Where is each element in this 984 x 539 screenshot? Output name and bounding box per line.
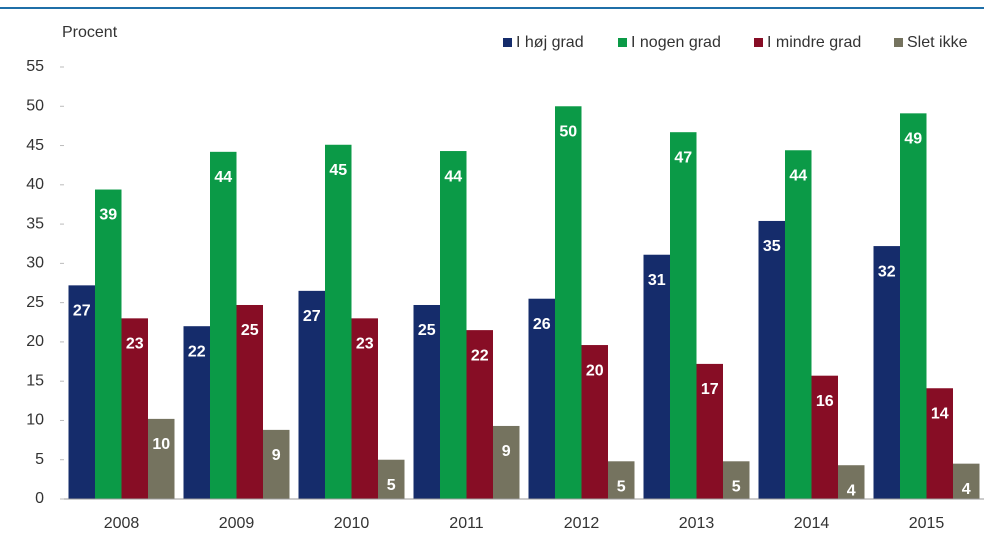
bar (378, 459, 405, 499)
legend-label: I nogen grad (631, 34, 721, 51)
y-axis-label: Procent (62, 24, 118, 41)
y-tick-label: 0 (35, 490, 44, 507)
y-tick-label: 10 (26, 412, 44, 429)
value-label: 47 (674, 149, 692, 166)
value-label: 14 (931, 405, 949, 422)
value-label: 9 (272, 447, 281, 464)
legend-swatch (754, 38, 763, 47)
value-label: 44 (789, 167, 807, 184)
bar (670, 132, 697, 499)
x-tick-label: 2010 (334, 515, 370, 532)
bar (263, 429, 290, 499)
legend-label: Slet ikke (907, 34, 968, 51)
value-label: 10 (152, 436, 170, 453)
bar (555, 106, 582, 499)
y-tick-label: 45 (26, 137, 44, 154)
value-label: 39 (99, 207, 117, 224)
bar (900, 113, 927, 499)
value-label: 9 (502, 443, 511, 460)
value-label: 32 (878, 263, 896, 280)
value-label: 25 (418, 322, 436, 339)
x-tick-label: 2014 (794, 515, 830, 532)
value-label: 22 (471, 347, 489, 364)
y-tick-label: 55 (26, 58, 44, 75)
y-tick-label: 30 (26, 255, 44, 272)
value-label: 49 (904, 131, 922, 148)
bar (528, 298, 555, 499)
bar (183, 326, 210, 499)
legend-swatch (618, 38, 627, 47)
value-label: 23 (356, 336, 374, 353)
value-label: 44 (214, 169, 232, 186)
value-label: 22 (188, 343, 206, 360)
bar (643, 254, 670, 499)
value-label: 20 (586, 362, 604, 379)
value-label: 16 (816, 393, 834, 410)
bar (785, 150, 812, 499)
y-tick-label: 50 (26, 97, 44, 114)
legend-label: I høj grad (516, 34, 584, 51)
bar (440, 151, 467, 499)
value-label: 5 (617, 479, 626, 496)
bar (696, 363, 723, 499)
bar (581, 345, 608, 499)
bar (838, 465, 865, 499)
value-label: 17 (701, 381, 719, 398)
bar (926, 388, 953, 499)
bar (723, 461, 750, 499)
bar (811, 375, 838, 499)
value-label: 4 (962, 481, 971, 498)
value-label: 45 (329, 162, 347, 179)
x-tick-label: 2012 (564, 515, 600, 532)
bar (493, 425, 520, 499)
y-tick-label: 40 (26, 176, 44, 193)
value-label: 31 (648, 272, 666, 289)
x-tick-label: 2015 (909, 515, 945, 532)
value-label: 27 (73, 303, 91, 320)
value-label: 5 (732, 479, 741, 496)
y-tick-label: 25 (26, 294, 44, 311)
x-tick-label: 2011 (449, 515, 484, 532)
bar (325, 144, 352, 499)
bar (298, 290, 325, 499)
value-label: 50 (559, 123, 577, 140)
y-tick-label: 15 (26, 372, 44, 389)
bar (608, 461, 635, 499)
legend-swatch (894, 38, 903, 47)
bar (351, 318, 378, 499)
value-label: 26 (533, 316, 551, 333)
value-label: 44 (444, 168, 462, 185)
value-label: 25 (241, 322, 259, 339)
bar (466, 330, 493, 499)
y-tick-label: 35 (26, 215, 44, 232)
value-label: 23 (126, 336, 144, 353)
y-tick-label: 5 (35, 451, 44, 468)
bar (873, 246, 900, 499)
legend-label: I mindre grad (767, 34, 861, 51)
bar (758, 220, 785, 499)
value-label: 4 (847, 482, 856, 499)
bar (236, 304, 263, 499)
y-tick-label: 20 (26, 333, 44, 350)
value-label: 27 (303, 308, 321, 325)
bar (95, 189, 122, 499)
x-tick-label: 2013 (679, 515, 715, 532)
bar (148, 418, 175, 499)
x-tick-label: 2008 (104, 515, 140, 532)
bar (413, 304, 440, 499)
value-label: 35 (763, 238, 781, 255)
x-tick-label: 2009 (219, 515, 255, 532)
bar (210, 151, 237, 499)
bar (121, 318, 148, 499)
bar (953, 463, 980, 499)
bar (68, 285, 95, 499)
legend-swatch (503, 38, 512, 47)
value-label: 5 (387, 477, 396, 494)
